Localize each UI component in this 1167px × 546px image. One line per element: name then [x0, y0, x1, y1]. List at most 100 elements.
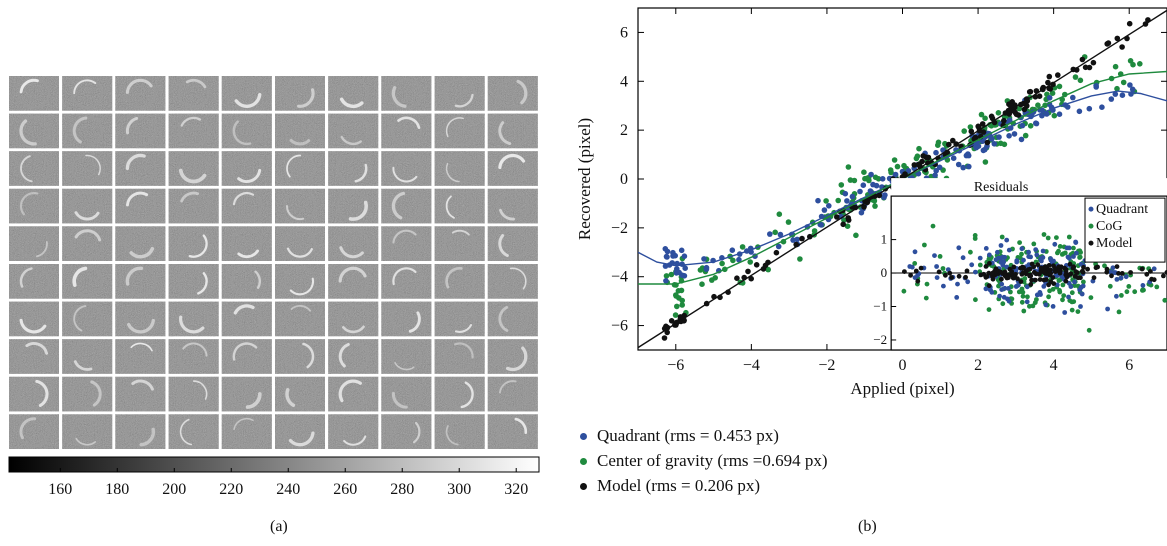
- frame-tile: [221, 301, 272, 337]
- residual-point: [987, 252, 992, 258]
- data-point: [853, 232, 859, 239]
- frame-tile: [487, 151, 538, 186]
- residual-point: [1057, 289, 1063, 295]
- data-point: [1049, 90, 1056, 96]
- residual-point: [969, 262, 975, 268]
- y-tick-label: 4: [620, 73, 628, 90]
- data-point: [1036, 93, 1043, 99]
- residual-point: [1014, 259, 1020, 265]
- data-point: [1055, 72, 1061, 78]
- data-point: [991, 141, 998, 147]
- residual-point: [1123, 274, 1129, 280]
- residual-point: [977, 262, 983, 268]
- frame-tile: [9, 339, 59, 374]
- residual-point: [1046, 263, 1052, 268]
- frame-tile: [275, 226, 325, 261]
- residual-point: [1144, 271, 1150, 277]
- data-point: [967, 124, 974, 130]
- residual-point: [1039, 258, 1044, 264]
- inset-legend-marker: [1088, 223, 1094, 229]
- residual-point: [1014, 283, 1020, 289]
- colorbar-tick-label: 280: [390, 481, 414, 498]
- data-point: [1022, 132, 1029, 139]
- data-point: [1046, 73, 1053, 80]
- colorbar: 160 180 200 220 240 260 280 300 320: [8, 456, 540, 498]
- legend-item-cog: Center of gravity (rms =0.694 px): [580, 451, 828, 471]
- residual-point: [1072, 283, 1078, 288]
- frame-tile: [434, 113, 485, 149]
- residual-point: [989, 289, 995, 295]
- residual-point: [1026, 249, 1031, 255]
- data-point: [905, 168, 912, 174]
- residual-point: [1006, 247, 1012, 253]
- data-point: [734, 275, 740, 282]
- residual-point: [986, 307, 992, 312]
- frame-tile: [434, 264, 485, 299]
- data-point: [1051, 112, 1058, 119]
- data-point: [925, 154, 932, 161]
- frame-tile: [115, 226, 166, 261]
- data-point: [1119, 92, 1126, 98]
- residual-point: [964, 268, 970, 274]
- residual-point: [1164, 270, 1167, 275]
- data-point: [978, 111, 985, 118]
- data-point: [988, 113, 995, 120]
- data-point: [851, 177, 858, 184]
- residual-point: [1010, 275, 1016, 281]
- residual-point: [1031, 264, 1037, 270]
- residual-point: [1116, 309, 1122, 315]
- data-point: [1099, 104, 1105, 110]
- residual-point: [1071, 264, 1077, 270]
- frame-tile: [487, 414, 538, 449]
- residual-point: [995, 249, 1000, 255]
- frame-tile: [381, 76, 432, 111]
- residual-point: [1060, 297, 1065, 303]
- residual-point: [1037, 277, 1043, 282]
- data-point: [979, 121, 986, 127]
- data-point: [932, 172, 938, 178]
- colorbar-tick-label: 180: [105, 481, 129, 498]
- data-point: [901, 162, 907, 169]
- data-point: [1001, 117, 1007, 124]
- residual-point: [1046, 282, 1051, 288]
- frame-tile: [168, 188, 219, 224]
- colorbar-tick-label: 260: [333, 481, 357, 498]
- data-point: [911, 162, 918, 168]
- residual-point: [1081, 279, 1086, 285]
- frame-tile: [168, 76, 219, 111]
- residual-point: [915, 278, 921, 284]
- frame-tile: [221, 113, 272, 149]
- data-point: [739, 244, 746, 250]
- residual-point: [1065, 254, 1071, 260]
- data-point: [1082, 64, 1089, 71]
- data-point: [935, 139, 942, 146]
- residual-point: [1079, 268, 1085, 274]
- frame-tile: [168, 226, 219, 261]
- data-point: [679, 297, 685, 304]
- inset-legend-marker: [1088, 206, 1094, 212]
- residual-point: [1119, 293, 1124, 298]
- residual-point: [937, 254, 943, 259]
- residual-point: [1093, 265, 1099, 271]
- residual-point: [1043, 302, 1049, 308]
- frame-tile: [328, 301, 379, 337]
- frame-tile: [381, 414, 432, 449]
- residuals-inset: Residuals −2 −1 0 1 Quadrant CoG Model: [873, 178, 1167, 351]
- residual-point: [1109, 273, 1114, 279]
- data-point: [1019, 122, 1026, 129]
- data-point: [1070, 94, 1076, 101]
- data-point: [1093, 82, 1099, 89]
- data-point: [1086, 105, 1093, 112]
- residual-point: [1050, 304, 1056, 309]
- frame-tile: [168, 113, 219, 149]
- residual-point: [955, 281, 960, 287]
- residual-point: [1078, 285, 1084, 290]
- frame-tile: [275, 76, 325, 111]
- data-point: [989, 136, 995, 142]
- data-point: [842, 190, 849, 197]
- residual-point: [1024, 299, 1030, 305]
- residual-point: [1027, 303, 1032, 309]
- panel-b: −6 −4 −2 0 2 4 6 −6 −4 −2 0 2 4 6 Applied (pixel) Recov…: [560, 0, 1167, 546]
- data-point: [933, 167, 939, 174]
- panel-a: 160 180 200 220 240 260 280 300 320 (a): [0, 0, 560, 546]
